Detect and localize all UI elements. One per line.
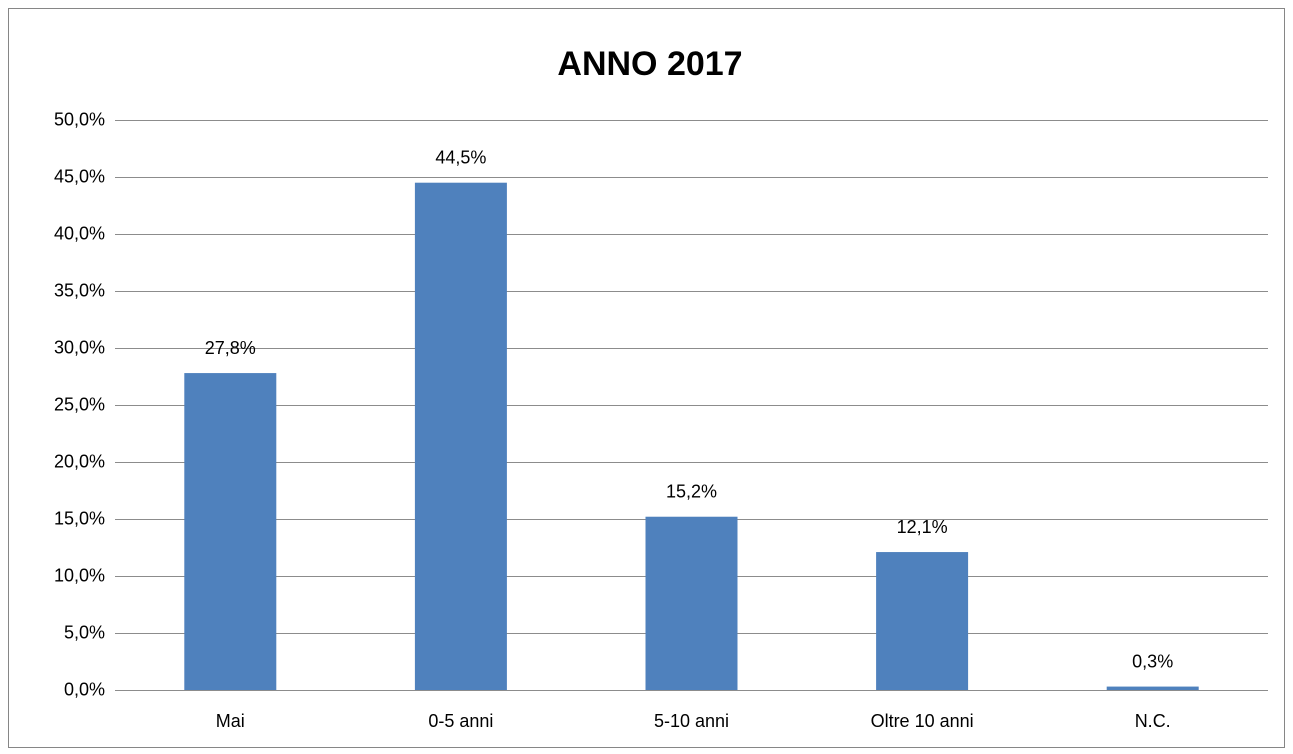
chart-title: ANNO 2017 xyxy=(557,45,742,83)
bar xyxy=(1106,686,1199,690)
value-label: 0,3% xyxy=(1132,651,1173,671)
y-tick-label: 50,0% xyxy=(54,109,105,129)
y-tick-label: 15,0% xyxy=(54,508,105,528)
bar xyxy=(645,516,738,690)
y-tick-label: 30,0% xyxy=(54,337,105,357)
x-tick-label: N.C. xyxy=(1135,711,1171,731)
y-tick-label: 20,0% xyxy=(54,451,105,471)
value-label: 44,5% xyxy=(435,147,486,167)
value-label: 15,2% xyxy=(666,481,717,501)
y-tick-label: 40,0% xyxy=(54,223,105,243)
y-tick-label: 5,0% xyxy=(64,622,105,642)
x-tick-label: Oltre 10 anni xyxy=(871,711,974,731)
x-tick-label: Mai xyxy=(216,711,245,731)
value-label: 27,8% xyxy=(205,338,256,358)
y-tick-label: 0,0% xyxy=(64,679,105,699)
x-tick-label: 5-10 anni xyxy=(654,711,729,731)
y-tick-label: 35,0% xyxy=(54,280,105,300)
y-tick-label: 25,0% xyxy=(54,394,105,414)
y-tick-label: 45,0% xyxy=(54,166,105,186)
bar xyxy=(414,182,507,690)
x-tick-label: 0-5 anni xyxy=(428,711,493,731)
value-label: 12,1% xyxy=(897,517,948,537)
bar xyxy=(876,552,969,690)
bar xyxy=(184,373,277,690)
y-tick-label: 10,0% xyxy=(54,565,105,585)
